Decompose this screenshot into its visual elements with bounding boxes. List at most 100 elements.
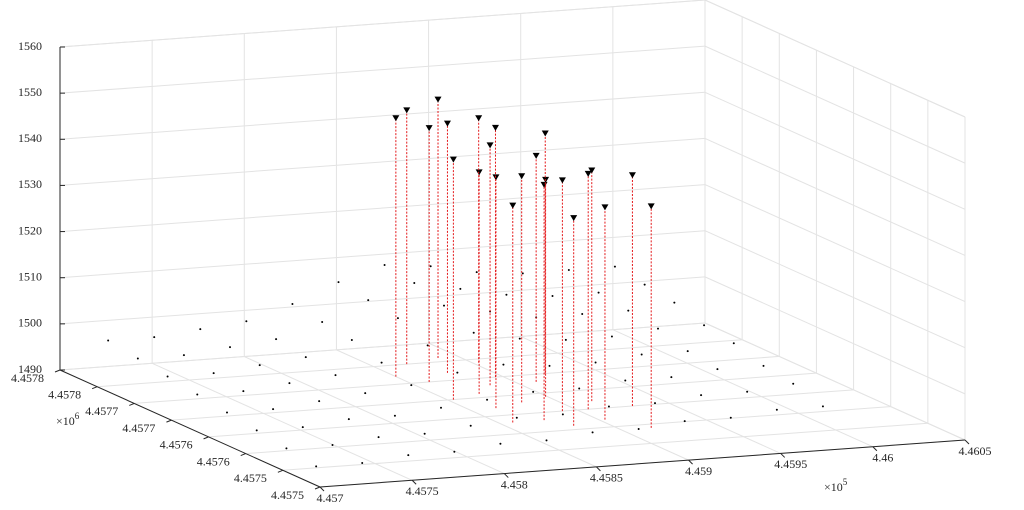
- terrain-point: [521, 272, 524, 275]
- terrain-point: [440, 406, 442, 409]
- stem-marker: [509, 202, 517, 209]
- stem-marker: [518, 173, 526, 180]
- terrain-point: [700, 394, 703, 397]
- terrain-point: [729, 416, 732, 419]
- grid-line: [282, 422, 928, 471]
- grid-line: [704, 276, 966, 395]
- terrain-point: [472, 331, 475, 334]
- terrain-point: [518, 337, 521, 340]
- grid-line: [59, 230, 706, 279]
- stem-marker: [584, 170, 592, 177]
- stem-marker: [475, 115, 483, 122]
- terrain-point: [643, 283, 646, 286]
- y-tick: [129, 402, 135, 406]
- terrain-point: [291, 303, 294, 305]
- grid-line: [97, 339, 743, 388]
- terrain-point: [275, 338, 278, 341]
- terrain-point: [321, 320, 324, 323]
- terrain-point: [515, 416, 518, 419]
- terrain-point: [502, 363, 505, 366]
- terrain-point: [459, 287, 462, 290]
- grid-line: [59, 276, 706, 325]
- grid-line: [245, 406, 891, 455]
- grid-line: [171, 372, 817, 421]
- x-tick: [688, 459, 693, 465]
- terrain-point: [285, 447, 288, 450]
- terrain-point: [393, 414, 396, 417]
- terrain-point: [426, 344, 429, 347]
- terrain-point: [505, 293, 508, 296]
- stem-marker: [540, 181, 548, 188]
- grid-line: [59, 184, 706, 233]
- stem-marker: [532, 152, 540, 159]
- terrain-point: [288, 382, 291, 385]
- y-scale-exponent: 6: [75, 411, 80, 421]
- terrain-point: [350, 338, 353, 341]
- terrain-point: [567, 269, 570, 272]
- y-tick-label: 4.4575: [271, 488, 304, 502]
- y-tick: [54, 369, 61, 373]
- terrain-point: [581, 312, 584, 315]
- box-edge: [59, 0, 706, 48]
- terrain-point: [107, 339, 110, 342]
- terrain-point: [821, 405, 824, 408]
- grid-line: [59, 137, 706, 186]
- terrain-point: [166, 375, 169, 378]
- terrain-point: [153, 336, 156, 339]
- y-tick-label: 4.4577: [122, 421, 155, 435]
- terrain-point: [318, 400, 321, 403]
- y-tick-label: 4.4578: [11, 371, 44, 385]
- terrain-point: [301, 426, 304, 429]
- terrain-point: [746, 390, 749, 393]
- grid-layer: [59, 0, 966, 488]
- x-tick: [872, 446, 878, 452]
- grid-line: [704, 184, 966, 303]
- y-tick-label: 4.4576: [197, 454, 230, 468]
- stem-marker: [558, 177, 566, 184]
- terrain-point: [762, 364, 765, 367]
- terrain-point: [407, 454, 410, 457]
- terrain-point: [377, 436, 380, 439]
- terrain-point: [272, 408, 275, 411]
- stem-marker: [601, 204, 609, 211]
- stem-marker: [486, 142, 494, 149]
- stem-marker: [588, 167, 596, 174]
- terrain-point: [453, 450, 456, 453]
- stem-marker: [392, 115, 400, 122]
- stem-marker: [570, 215, 578, 222]
- terrain-point: [380, 361, 383, 364]
- y-scale-label: ×106: [56, 411, 80, 428]
- terrain-point: [673, 301, 676, 304]
- terrain-point: [627, 309, 630, 312]
- terrain-point: [637, 428, 640, 431]
- terrain-point: [334, 374, 337, 377]
- y-tick: [166, 419, 172, 423]
- x-tick: [319, 486, 325, 492]
- x-tick: [503, 473, 509, 478]
- x-tick-label: 4.458: [501, 477, 528, 491]
- terrain-point: [624, 379, 627, 382]
- y-tick: [203, 436, 209, 440]
- terrain-point: [413, 281, 416, 284]
- y-tick: [314, 486, 321, 490]
- terrain-point: [591, 431, 594, 434]
- terrain-point: [367, 299, 370, 302]
- grid-line: [428, 342, 689, 461]
- terrain-point: [443, 304, 445, 307]
- terrain-point: [499, 442, 502, 445]
- terrain-point: [775, 408, 778, 411]
- terrain-point: [456, 371, 459, 374]
- z-tick-label: 1560: [18, 39, 42, 53]
- x-tick: [596, 466, 601, 472]
- z-tick-label: 1530: [18, 177, 42, 191]
- terrain-point: [545, 439, 548, 442]
- terrain-point: [703, 324, 706, 327]
- stem-marker: [449, 156, 457, 163]
- y-tick: [277, 469, 284, 473]
- terrain-point: [683, 420, 686, 423]
- terrain-point: [364, 392, 367, 395]
- grid-line: [244, 356, 505, 475]
- x-scale-label: ×105: [824, 477, 848, 494]
